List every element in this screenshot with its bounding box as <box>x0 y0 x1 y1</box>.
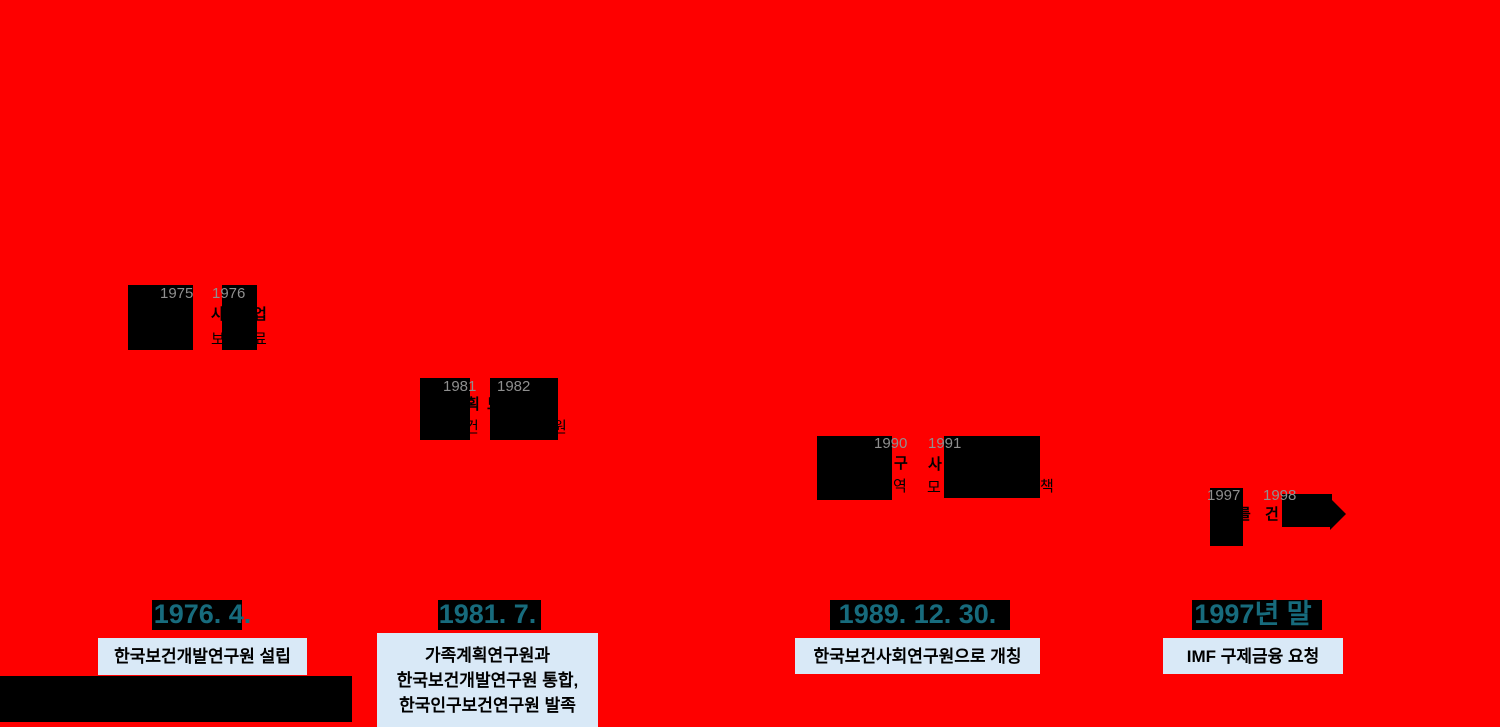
arrow-right-icon <box>1330 498 1346 530</box>
year-label-1975: 1975 <box>160 285 194 302</box>
event-text: 한국인구보건연구원 발족 <box>399 695 576 715</box>
event-text: 가족계획연구원과 <box>424 645 551 665</box>
year-label-1982: 1982 <box>497 378 531 395</box>
year-label-1991: 1991 <box>928 435 962 452</box>
event-text: 한국보건개발연구원 설립 <box>114 647 291 666</box>
date-backdrop <box>830 600 1010 630</box>
year-label-1997: 1997 <box>1207 487 1241 504</box>
year-label-1981: 1981 <box>443 378 477 395</box>
caption-fragment: 구 <box>894 455 908 472</box>
photo-placeholder-1997 <box>1210 488 1243 546</box>
event-text: IMF 구제금융 요청 <box>1186 646 1320 666</box>
caption-fragment: 역 <box>893 478 907 495</box>
event-box-1981: 가족계획연구원과 한국보건개발연구원 통합, 한국인구보건연구원 발족 <box>377 633 598 727</box>
year-label-1990: 1990 <box>874 435 908 452</box>
event-text: 한국보건개발연구원 통합, <box>396 670 579 690</box>
year-label-1976: 1976 <box>212 285 246 302</box>
event-box-1989: 한국보건사회연구원으로 개칭 <box>795 638 1040 674</box>
event-text: 한국보건사회연구원으로 개칭 <box>813 646 1022 666</box>
photo-placeholder-1990 <box>817 436 892 500</box>
date-backdrop <box>1192 600 1322 630</box>
caption-fragment: 책 <box>1040 478 1054 495</box>
year-label-1998: 1998 <box>1263 487 1297 504</box>
date-backdrop <box>152 600 242 630</box>
caption-fragment: 건 <box>1265 506 1279 523</box>
photo-placeholder-1991 <box>944 436 1040 498</box>
photo-placeholder-1998 <box>1282 494 1332 527</box>
photo-placeholder-1981 <box>420 378 470 440</box>
milestone-date-1997: 1997년 말 <box>1194 599 1312 629</box>
black-banner <box>0 676 352 722</box>
photo-placeholder-1975 <box>128 285 193 350</box>
caption-fragment: 모 <box>927 479 941 496</box>
photo-placeholder-1976 <box>222 285 257 350</box>
milestone-date-1989: 1989. 12. 30. <box>838 599 997 629</box>
photo-placeholder-1982 <box>490 378 558 440</box>
caption-fragment: 보 <box>211 331 225 348</box>
caption-fragment: 사 <box>211 306 225 323</box>
date-backdrop <box>438 600 541 630</box>
milestone-date-1981: 1981. 7. <box>438 599 537 629</box>
milestone-date-1976: 1976. 4. <box>153 599 252 629</box>
event-box-1976: 한국보건개발연구원 설립 <box>98 638 307 675</box>
caption-fragment: 사 <box>928 456 942 473</box>
event-box-1997: IMF 구제금융 요청 <box>1163 638 1343 674</box>
